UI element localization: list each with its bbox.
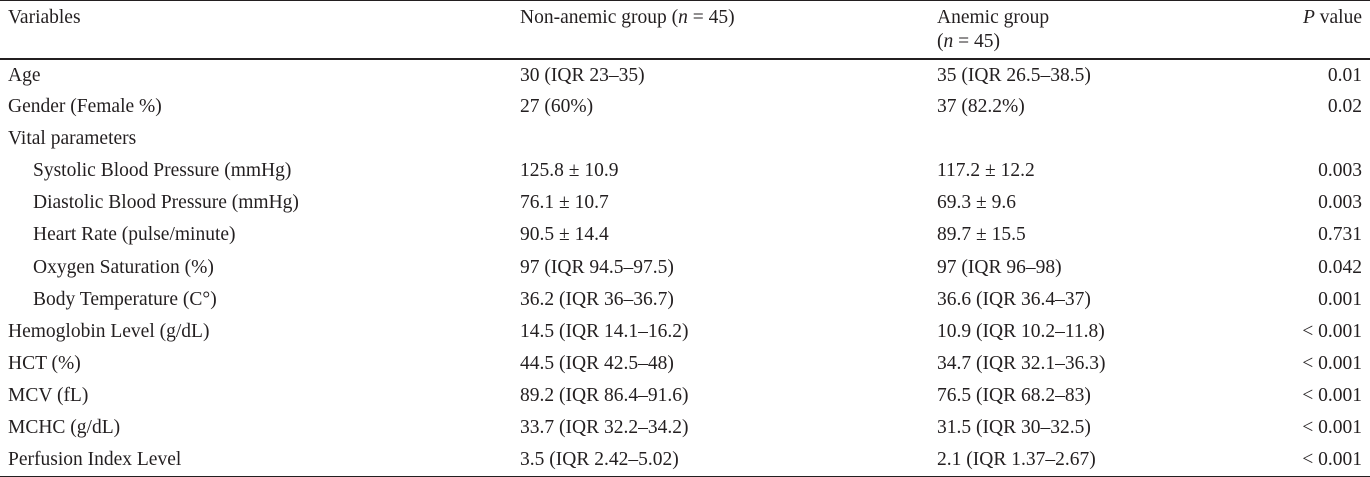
cell-anemic: 37 (82.2%) bbox=[937, 96, 1025, 118]
cell-p-value: < 0.001 bbox=[1302, 417, 1362, 439]
header-non-anemic-group: Non-anemic group (n = 45) bbox=[512, 0, 929, 60]
header-anemic-prefix: ( bbox=[937, 31, 944, 52]
cell-variable: MCHC (g/dL) bbox=[8, 417, 121, 439]
cell-variable: Heart Rate (pulse/minute) bbox=[33, 224, 236, 246]
cell-p-value: 0.003 bbox=[1318, 160, 1362, 182]
table-row-oxygen-saturation: Oxygen Saturation (%) 97 (IQR 94.5–97.5)… bbox=[0, 252, 1370, 284]
cell-anemic: 34.7 (IQR 32.1–36.3) bbox=[937, 352, 1106, 374]
cell-non-anemic: 97 (IQR 94.5–97.5) bbox=[520, 256, 674, 278]
cell-anemic: 10.9 (IQR 10.2–11.8) bbox=[937, 320, 1105, 342]
table-row-body-temperature: Body Temperature (C°) 36.2 (IQR 36–36.7)… bbox=[0, 284, 1370, 316]
cell-p-value: < 0.001 bbox=[1302, 320, 1362, 342]
cell-p-value: 0.01 bbox=[1327, 65, 1362, 86]
cell-variable: Perfusion Index Level bbox=[0, 444, 512, 477]
cell-anemic bbox=[929, 123, 1277, 155]
cell-variable: Diastolic Blood Pressure (mmHg) bbox=[33, 192, 299, 214]
table-body: Age 30 (IQR 23–35) 35 (IQR 26.5–38.5) 0.… bbox=[0, 59, 1370, 477]
cell-non-anemic: 27 (60%) bbox=[520, 96, 594, 118]
table-row-systolic-bp: Systolic Blood Pressure (mmHg) 125.8 ± 1… bbox=[0, 155, 1370, 187]
cell-variable: Gender (Female %) bbox=[8, 96, 162, 118]
cell-p-value: < 0.001 bbox=[1277, 444, 1370, 477]
table-row-hemoglobin: Hemoglobin Level (g/dL) 14.5 (IQR 14.1–1… bbox=[0, 316, 1370, 348]
table-row-age: Age 30 (IQR 23–35) 35 (IQR 26.5–38.5) 0.… bbox=[0, 59, 1370, 91]
header-anemic-suffix: = 45) bbox=[953, 31, 1000, 52]
table-row-gender: Gender (Female %) 27 (60%) 37 (82.2%) 0.… bbox=[0, 91, 1370, 123]
header-variables-label: Variables bbox=[8, 7, 81, 28]
cell-anemic: 2.1 (IQR 1.37–2.67) bbox=[929, 444, 1277, 477]
cell-non-anemic: 90.5 ± 14.4 bbox=[520, 224, 609, 246]
cell-p-value: < 0.001 bbox=[1302, 352, 1362, 374]
table-row-diastolic-bp: Diastolic Blood Pressure (mmHg) 76.1 ± 1… bbox=[0, 187, 1370, 219]
header-anemic-n: n bbox=[943, 31, 954, 52]
header-anemic-line1: Anemic group bbox=[937, 7, 1050, 28]
cell-anemic: 35 (IQR 26.5–38.5) bbox=[937, 65, 1091, 86]
header-p-value-suffix: value bbox=[1314, 7, 1362, 28]
cell-non-anemic: 44.5 (IQR 42.5–48) bbox=[520, 352, 674, 374]
cell-non-anemic: 89.2 (IQR 86.4–91.6) bbox=[520, 384, 689, 406]
table-row-heart-rate: Heart Rate (pulse/minute) 90.5 ± 14.4 89… bbox=[0, 219, 1370, 251]
header-p-value: P value bbox=[1277, 0, 1370, 60]
cell-p-value: 0.003 bbox=[1318, 192, 1362, 214]
cell-non-anemic: 3.5 (IQR 2.42–5.02) bbox=[512, 444, 929, 477]
cell-anemic: 36.6 (IQR 36.4–37) bbox=[937, 288, 1091, 310]
cell-non-anemic: 36.2 (IQR 36–36.7) bbox=[520, 288, 674, 310]
cell-non-anemic: 14.5 (IQR 14.1–16.2) bbox=[520, 320, 689, 342]
header-non-anemic-n: n bbox=[678, 7, 688, 28]
cell-variable: HCT (%) bbox=[8, 352, 81, 374]
cell-anemic: 76.5 (IQR 68.2–83) bbox=[937, 384, 1091, 406]
cell-variable: Vital parameters bbox=[8, 128, 137, 150]
cell-anemic: 31.5 (IQR 30–32.5) bbox=[937, 417, 1091, 439]
header-anemic-group: Anemic group (n = 45) bbox=[929, 0, 1277, 60]
cell-non-anemic: 30 (IQR 23–35) bbox=[520, 65, 645, 86]
header-p-value-p: P bbox=[1302, 7, 1315, 28]
cell-p-value bbox=[1277, 123, 1370, 155]
cell-variable: Body Temperature (C°) bbox=[33, 288, 217, 310]
cell-p-value: 0.02 bbox=[1327, 96, 1362, 118]
cell-variable: MCV (fL) bbox=[8, 384, 89, 406]
header-non-anemic-suffix: = 45) bbox=[687, 7, 735, 28]
table-header: Variables Non-anemic group (n = 45) Anem… bbox=[0, 0, 1370, 60]
cell-non-anemic: 33.7 (IQR 32.2–34.2) bbox=[520, 417, 689, 439]
cell-non-anemic: 76.1 ± 10.7 bbox=[520, 192, 609, 214]
table-row-mcv: MCV (fL) 89.2 (IQR 86.4–91.6) 76.5 (IQR … bbox=[0, 380, 1370, 412]
cell-variable: Age bbox=[8, 65, 41, 86]
cell-p-value: < 0.001 bbox=[1302, 384, 1362, 406]
table-row-hct: HCT (%) 44.5 (IQR 42.5–48) 34.7 (IQR 32.… bbox=[0, 348, 1370, 380]
table-row-vital-parameters: Vital parameters bbox=[0, 123, 1370, 155]
header-variables: Variables bbox=[0, 0, 512, 60]
cell-non-anemic: 125.8 ± 10.9 bbox=[520, 160, 619, 182]
cell-non-anemic bbox=[512, 123, 929, 155]
cell-anemic: 89.7 ± 15.5 bbox=[937, 224, 1026, 246]
cell-anemic: 69.3 ± 9.6 bbox=[937, 192, 1016, 214]
header-row: Variables Non-anemic group (n = 45) Anem… bbox=[0, 0, 1370, 60]
table-row-perfusion-index: Perfusion Index Level 3.5 (IQR 2.42–5.02… bbox=[0, 444, 1370, 477]
cell-variable: Hemoglobin Level (g/dL) bbox=[8, 320, 210, 342]
cell-anemic: 117.2 ± 12.2 bbox=[937, 160, 1035, 182]
header-non-anemic-prefix: Non-anemic group ( bbox=[520, 7, 679, 28]
cell-variable: Systolic Blood Pressure (mmHg) bbox=[33, 160, 292, 182]
cell-p-value: 0.731 bbox=[1318, 224, 1362, 246]
cell-p-value: 0.001 bbox=[1318, 288, 1362, 310]
table-row-mchc: MCHC (g/dL) 33.7 (IQR 32.2–34.2) 31.5 (I… bbox=[0, 412, 1370, 444]
cell-p-value: 0.042 bbox=[1318, 256, 1362, 278]
cell-variable: Oxygen Saturation (%) bbox=[33, 256, 214, 278]
cell-anemic: 97 (IQR 96–98) bbox=[937, 256, 1062, 278]
